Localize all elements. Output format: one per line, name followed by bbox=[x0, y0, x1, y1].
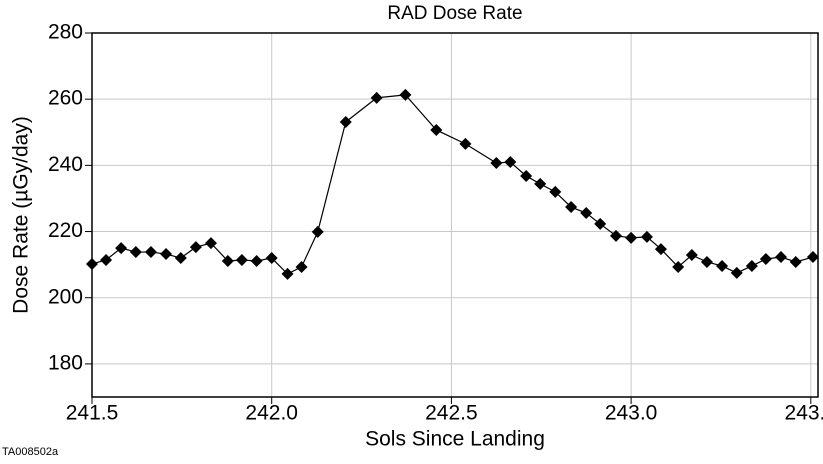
data-point bbox=[700, 255, 713, 268]
data-point bbox=[774, 251, 787, 264]
chart-title: RAD Dose Rate bbox=[387, 3, 522, 24]
data-point bbox=[144, 246, 157, 259]
data-point bbox=[610, 229, 623, 242]
data-point bbox=[654, 243, 667, 256]
data-point bbox=[160, 248, 173, 261]
y-tick-label: 280 bbox=[48, 21, 83, 44]
figure-id: TA008502a bbox=[2, 446, 59, 458]
data-point bbox=[339, 116, 352, 129]
data-point bbox=[115, 242, 128, 255]
data-point bbox=[520, 169, 533, 182]
data-point bbox=[221, 254, 234, 267]
plot-frame bbox=[91, 32, 819, 398]
x-tick-label: 243.0 bbox=[605, 402, 658, 425]
data-point bbox=[295, 260, 308, 273]
x-tick-label: 241.5 bbox=[66, 402, 119, 425]
x-tick-label: 242.0 bbox=[245, 402, 298, 425]
data-point bbox=[281, 267, 294, 280]
data-point bbox=[685, 249, 698, 262]
data-point bbox=[672, 260, 685, 273]
data-point bbox=[716, 259, 729, 272]
data-point bbox=[204, 237, 217, 250]
data-point bbox=[235, 254, 248, 267]
data-point bbox=[430, 123, 443, 136]
data-point bbox=[534, 177, 547, 190]
data-point bbox=[565, 201, 578, 214]
data-point bbox=[370, 91, 383, 104]
data-point bbox=[129, 246, 142, 259]
data-point bbox=[549, 185, 562, 198]
data-point bbox=[250, 254, 263, 267]
data-point bbox=[730, 266, 743, 279]
y-tick-label: 240 bbox=[48, 153, 83, 176]
x-tick-label: 243.5 bbox=[785, 402, 823, 425]
data-point bbox=[86, 257, 98, 270]
y-tick-label: 180 bbox=[48, 351, 83, 374]
y-axis-label: Dose Rate (µGy/day) bbox=[10, 116, 33, 314]
x-axis-label: Sols Since Landing bbox=[365, 428, 545, 451]
data-point bbox=[265, 252, 278, 265]
data-point bbox=[189, 241, 202, 254]
data-point bbox=[459, 137, 472, 150]
data-point bbox=[759, 253, 772, 266]
data-point bbox=[789, 255, 802, 268]
data-point bbox=[625, 231, 638, 244]
data-point bbox=[806, 251, 819, 264]
y-tick-label: 200 bbox=[48, 285, 83, 308]
data-point bbox=[594, 217, 607, 230]
y-tick-label: 260 bbox=[48, 87, 83, 110]
data-point bbox=[504, 156, 517, 169]
data-point bbox=[399, 88, 412, 101]
y-tick-label: 220 bbox=[48, 219, 83, 242]
data-point bbox=[174, 252, 187, 265]
data-point bbox=[100, 254, 113, 267]
x-tick-label: 242.5 bbox=[425, 402, 478, 425]
data-point bbox=[745, 259, 758, 272]
data-point bbox=[640, 230, 653, 243]
data-point bbox=[311, 225, 324, 238]
data-point bbox=[580, 207, 593, 220]
data-point bbox=[490, 157, 503, 170]
